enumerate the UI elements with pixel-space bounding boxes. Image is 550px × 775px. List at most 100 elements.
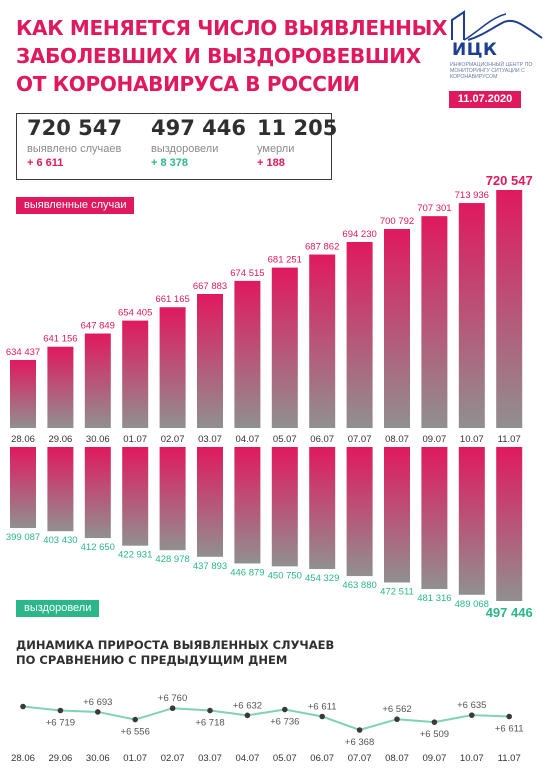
increase-point: [132, 716, 138, 723]
date-tick-label: 30.06: [86, 434, 110, 445]
recovered-bar: [197, 447, 223, 557]
page-title: КАК МЕНЯЕТСЯ ЧИСЛО ВЫЯВЛЕННЫХ ЗАБОЛЕВШИХ…: [16, 14, 448, 98]
line-x-tick-label: 05.07: [273, 753, 297, 764]
detected-bar: [47, 346, 74, 428]
house-graph-logo-icon: [451, 10, 543, 41]
recovered-bar: [346, 447, 373, 577]
recovered-value-label: 454 329: [305, 573, 339, 584]
increase-point: [57, 707, 64, 714]
stat-detected-value: 720 547: [27, 116, 122, 140]
increase-value-label: +6 611: [495, 724, 524, 735]
increase-point: [169, 705, 176, 712]
stat-died: 11 205 умерли + 188: [257, 116, 337, 169]
increase-point: [469, 712, 475, 718]
stat-recovered-value: 497 446: [151, 116, 246, 140]
stat-died-value: 11 205: [257, 116, 338, 140]
detected-bar: [458, 203, 485, 428]
recovered-value-label: 412 650: [81, 542, 115, 553]
detected-bar: [122, 320, 149, 428]
increase-point: [319, 713, 326, 720]
detected-value-label: 713 936: [455, 190, 489, 201]
detected-value-label: 647 849: [81, 321, 115, 332]
recovered-bar: [10, 447, 36, 528]
increase-value-label: +6 736: [270, 717, 299, 728]
increase-value-label: +6 556: [121, 727, 150, 738]
detected-value-label: 720 547: [486, 173, 533, 188]
detected-bar: [271, 267, 298, 428]
recovered-bar: [122, 447, 149, 546]
date-tick-label: 11.07: [498, 434, 521, 445]
increase-value-label: +6 611: [308, 702, 337, 713]
line-x-tick-label: 30.06: [86, 753, 110, 764]
stat-recovered-label: выздоровели: [151, 143, 219, 155]
recovered-bar: [47, 447, 74, 532]
stat-died-label: умерли: [257, 143, 295, 155]
line-x-tick-label: 06.07: [310, 753, 334, 764]
caption-line: ПО СРАВНЕНИЮ С ПРЕДЫДУЩИМ ДНЕМ: [16, 653, 288, 667]
recovered-value-label: 481 316: [417, 593, 451, 604]
date-badge: 11.07.2020: [449, 91, 521, 108]
detected-bar: [84, 333, 111, 428]
recovered-bar: [384, 447, 410, 583]
recovered-value-label: 497 446: [486, 605, 533, 620]
detected-bars: 634 437 28.06 641 156 29.06 647 849 30.06 654 …: [6, 173, 533, 445]
increase-value-label: +6 635: [457, 700, 486, 711]
increase-value-label: +6 632: [233, 700, 262, 711]
stat-detected-label: выявлено случаев: [27, 143, 122, 155]
recovered-bar: [84, 447, 111, 539]
date-tick-label: 05.07: [273, 434, 297, 445]
increase-point: [394, 716, 400, 723]
detected-bar: [234, 280, 261, 428]
date-tick-label: 06.07: [310, 434, 334, 445]
line-x-tick-label: 01.07: [123, 753, 147, 764]
increase-value-label: +6 718: [195, 718, 224, 729]
recovered-bar: [421, 447, 448, 590]
detected-value-label: 700 792: [380, 216, 414, 227]
date-tick-label: 04.07: [236, 434, 260, 445]
detected-bar: [384, 229, 410, 428]
stats-summary: 720 547 выявлено случаев + 6 611 497 446…: [16, 113, 337, 180]
recovered-bar: [271, 447, 298, 567]
recovered-series-label: выздоровели: [16, 600, 100, 617]
detected-value-label: 641 156: [43, 334, 77, 345]
caption-line: ДИНАМИКА ПРИРОСТА ВЫЯВЛЕННЫХ СЛУЧАЕВ: [16, 638, 335, 652]
recovered-bar: [309, 447, 336, 569]
detected-value-label: 674 515: [230, 268, 264, 279]
line-x-tick-label: 10.07: [460, 753, 484, 764]
stat-recovered: 497 446 выздоровели + 8 378: [151, 116, 246, 169]
increase-series-line: [22, 705, 510, 732]
recovered-value-label: 437 893: [193, 561, 227, 572]
stat-died-delta: + 188: [257, 157, 285, 169]
recovered-value-label: 450 750: [268, 570, 302, 581]
logo-abbr: ИЦК: [452, 40, 498, 60]
recovered-value-label: 422 931: [118, 550, 152, 561]
detected-value-label: 634 437: [6, 347, 40, 358]
date-tick-label: 07.07: [348, 434, 372, 445]
date-tick-label: 03.07: [198, 434, 222, 445]
increase-point: [20, 703, 26, 710]
increase-point: [282, 706, 288, 713]
recovered-value-label: 472 511: [380, 586, 414, 597]
stat-detected: 720 547 выявлено случаев + 6 611: [27, 116, 122, 169]
detected-value-label: 694 230: [342, 229, 376, 240]
increase-point: [207, 707, 213, 714]
detected-bar: [421, 216, 448, 428]
date-tick-label: 08.07: [385, 434, 409, 445]
detected-series-label: выявленные случаи: [16, 197, 135, 214]
title-line: КАК МЕНЯЕТСЯ ЧИСЛО ВЫЯВЛЕННЫХ: [16, 16, 448, 40]
line-x-tick-label: 04.07: [236, 753, 260, 764]
detected-bar: [346, 241, 373, 428]
title-line: ОТ КОРОНАВИРУСА В РОССИИ: [16, 72, 360, 96]
line-x-tick-label: 03.07: [198, 753, 222, 764]
recovered-bar: [458, 447, 485, 595]
detected-bar: [159, 307, 186, 428]
stat-recovered-delta: + 8 378: [151, 157, 189, 169]
date-tick-label: 29.06: [49, 434, 73, 445]
increase-point: [431, 719, 438, 725]
detected-value-label: 681 251: [268, 255, 302, 266]
title-line: ЗАБОЛЕВШИХ И ВЫЗДОРОВЕВШИХ: [16, 44, 421, 68]
increase-value-label: +6 719: [46, 718, 75, 729]
increase-point: [95, 709, 101, 715]
